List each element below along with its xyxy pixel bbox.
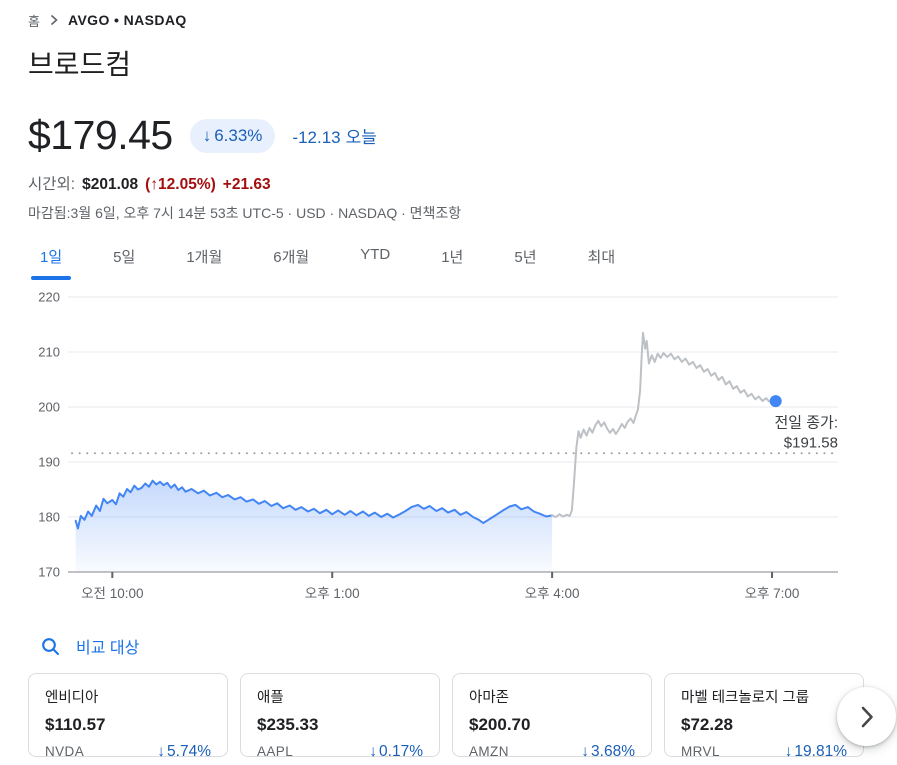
- card-change-percent: 3.68%: [591, 743, 635, 760]
- breadcrumb-home-link[interactable]: 홈: [28, 13, 40, 29]
- down-arrow-icon: ↓: [581, 743, 590, 760]
- tab-5d[interactable]: 5일: [111, 242, 137, 280]
- down-arrow-icon: ↓: [784, 743, 793, 760]
- card-change: ↓ 19.81%: [785, 743, 847, 761]
- card-change-percent: 19.81%: [794, 743, 847, 760]
- tab-1d[interactable]: 1일: [30, 242, 72, 280]
- compare-cards-row: 엔비디아 $110.57 NVDA ↓ 5.74% 애플 $235.33 AAPL…: [28, 673, 897, 760]
- after-hours-label: 시간외:: [28, 176, 76, 193]
- tab-label: 1일: [40, 249, 63, 266]
- svg-text:오후 1:00: 오후 1:00: [305, 586, 360, 601]
- change-amount: -12.13: [292, 128, 341, 147]
- svg-text:오후 4:00: 오후 4:00: [525, 586, 580, 601]
- card-change-percent: 5.74%: [167, 743, 211, 760]
- after-hours-row: 시간외: $201.08 (↑12.05%) +21.63: [28, 172, 897, 194]
- card-company-name: 엔비디아: [45, 690, 99, 706]
- svg-text:220: 220: [38, 290, 60, 305]
- tab-label: YTD: [360, 246, 391, 263]
- change-period: 오늘: [345, 128, 377, 147]
- compare-search[interactable]: 비교 대상: [28, 634, 139, 658]
- card-price: $200.70: [469, 715, 531, 734]
- card-change-percent: 0.17%: [379, 743, 423, 760]
- change-percent-badge: ↓ 6.33%: [189, 118, 276, 153]
- svg-text:170: 170: [38, 565, 60, 580]
- card-ticker: MRVL: [681, 744, 720, 759]
- svg-text:전일 종가:: 전일 종가:: [774, 414, 838, 431]
- tab-6m[interactable]: 6개월: [271, 242, 311, 280]
- svg-text:190: 190: [38, 455, 60, 470]
- card-change: ↓ 0.17%: [369, 743, 423, 761]
- down-arrow-icon: ↓: [202, 125, 212, 145]
- svg-text:210: 210: [38, 345, 60, 360]
- card-price: $72.28: [681, 715, 733, 734]
- tab-1m[interactable]: 1개월: [184, 242, 224, 280]
- after-hours-amount: +21.63: [222, 176, 271, 193]
- card-price: $235.33: [257, 715, 319, 734]
- chevron-right-icon: [861, 706, 873, 727]
- after-hours-price: $201.08: [82, 176, 139, 193]
- svg-text:200: 200: [38, 400, 60, 415]
- card-price: $110.57: [45, 715, 106, 734]
- tab-label: 1년: [441, 249, 464, 266]
- next-cards-button[interactable]: [837, 687, 896, 746]
- down-arrow-icon: ↓: [369, 743, 378, 760]
- card-change: ↓ 5.74%: [157, 743, 211, 761]
- quote-summary: $179.45 ↓ 6.33% -12.13 오늘: [28, 112, 897, 159]
- market-status-text: 마감됨:3월 6일, 오후 7시 14분 53초 UTC-5 · USD · N…: [28, 205, 410, 221]
- card-company-name: 마벨 테크놀로지 그룹: [681, 690, 810, 706]
- market-status-line: 마감됨:3월 6일, 오후 7시 14분 53초 UTC-5 · USD · N…: [28, 203, 897, 223]
- card-company-name: 애플: [257, 690, 284, 706]
- tab-label: 5년: [514, 249, 537, 266]
- range-tabs: 1일 5일 1개월 6개월 YTD 1년 5년 최대: [28, 242, 897, 280]
- page-title: 브로드컴: [28, 49, 132, 80]
- disclaimer-link[interactable]: 면책조항: [409, 205, 462, 221]
- change-percent: 6.33%: [214, 125, 263, 145]
- breadcrumb: 홈 AVGO • NASDAQ: [28, 10, 897, 30]
- tab-max[interactable]: 최대: [586, 242, 618, 280]
- current-price: $179.45: [28, 112, 173, 158]
- svg-text:180: 180: [38, 510, 60, 525]
- breadcrumb-ticker: AVGO • NASDAQ: [67, 12, 187, 28]
- tab-ytd[interactable]: YTD: [358, 242, 392, 280]
- price-chart[interactable]: 170 180 190 200 210 220 오전 10:00 오후 1:00 오후 4:00…: [0, 280, 897, 620]
- compare-card-nvda[interactable]: 엔비디아 $110.57 NVDA ↓ 5.74%: [28, 673, 228, 760]
- change-absolute: -12.13 오늘: [292, 123, 376, 148]
- card-ticker: NVDA: [45, 744, 85, 759]
- card-company-name: 아마존: [469, 690, 510, 706]
- compare-card-mrvl[interactable]: 마벨 테크놀로지 그룹 $72.28 MRVL ↓ 19.81%: [664, 673, 864, 760]
- compare-card-aapl[interactable]: 애플 $235.33 AAPL ↓ 0.17%: [240, 673, 440, 760]
- tab-label: 최대: [587, 249, 616, 266]
- compare-label: 비교 대상: [76, 640, 140, 657]
- svg-text:오후 7:00: 오후 7:00: [745, 586, 800, 601]
- card-change: ↓ 3.68%: [581, 743, 635, 761]
- tab-5y[interactable]: 5년: [512, 242, 538, 280]
- after-hours-percent: (↑12.05%): [145, 176, 216, 193]
- card-ticker: AMZN: [469, 744, 509, 759]
- tab-label: 6개월: [273, 249, 310, 266]
- tab-label: 5일: [113, 249, 136, 266]
- compare-card-amzn[interactable]: 아마존 $200.70 AMZN ↓ 3.68%: [452, 673, 652, 760]
- search-icon: [42, 637, 60, 655]
- tab-1y[interactable]: 1년: [439, 242, 465, 280]
- svg-text:오전 10:00: 오전 10:00: [81, 586, 143, 601]
- down-arrow-icon: ↓: [157, 743, 166, 760]
- tab-label: 1개월: [186, 249, 223, 266]
- chevron-right-icon: [50, 14, 58, 26]
- svg-text:$191.58: $191.58: [784, 434, 838, 451]
- card-ticker: AAPL: [257, 744, 294, 759]
